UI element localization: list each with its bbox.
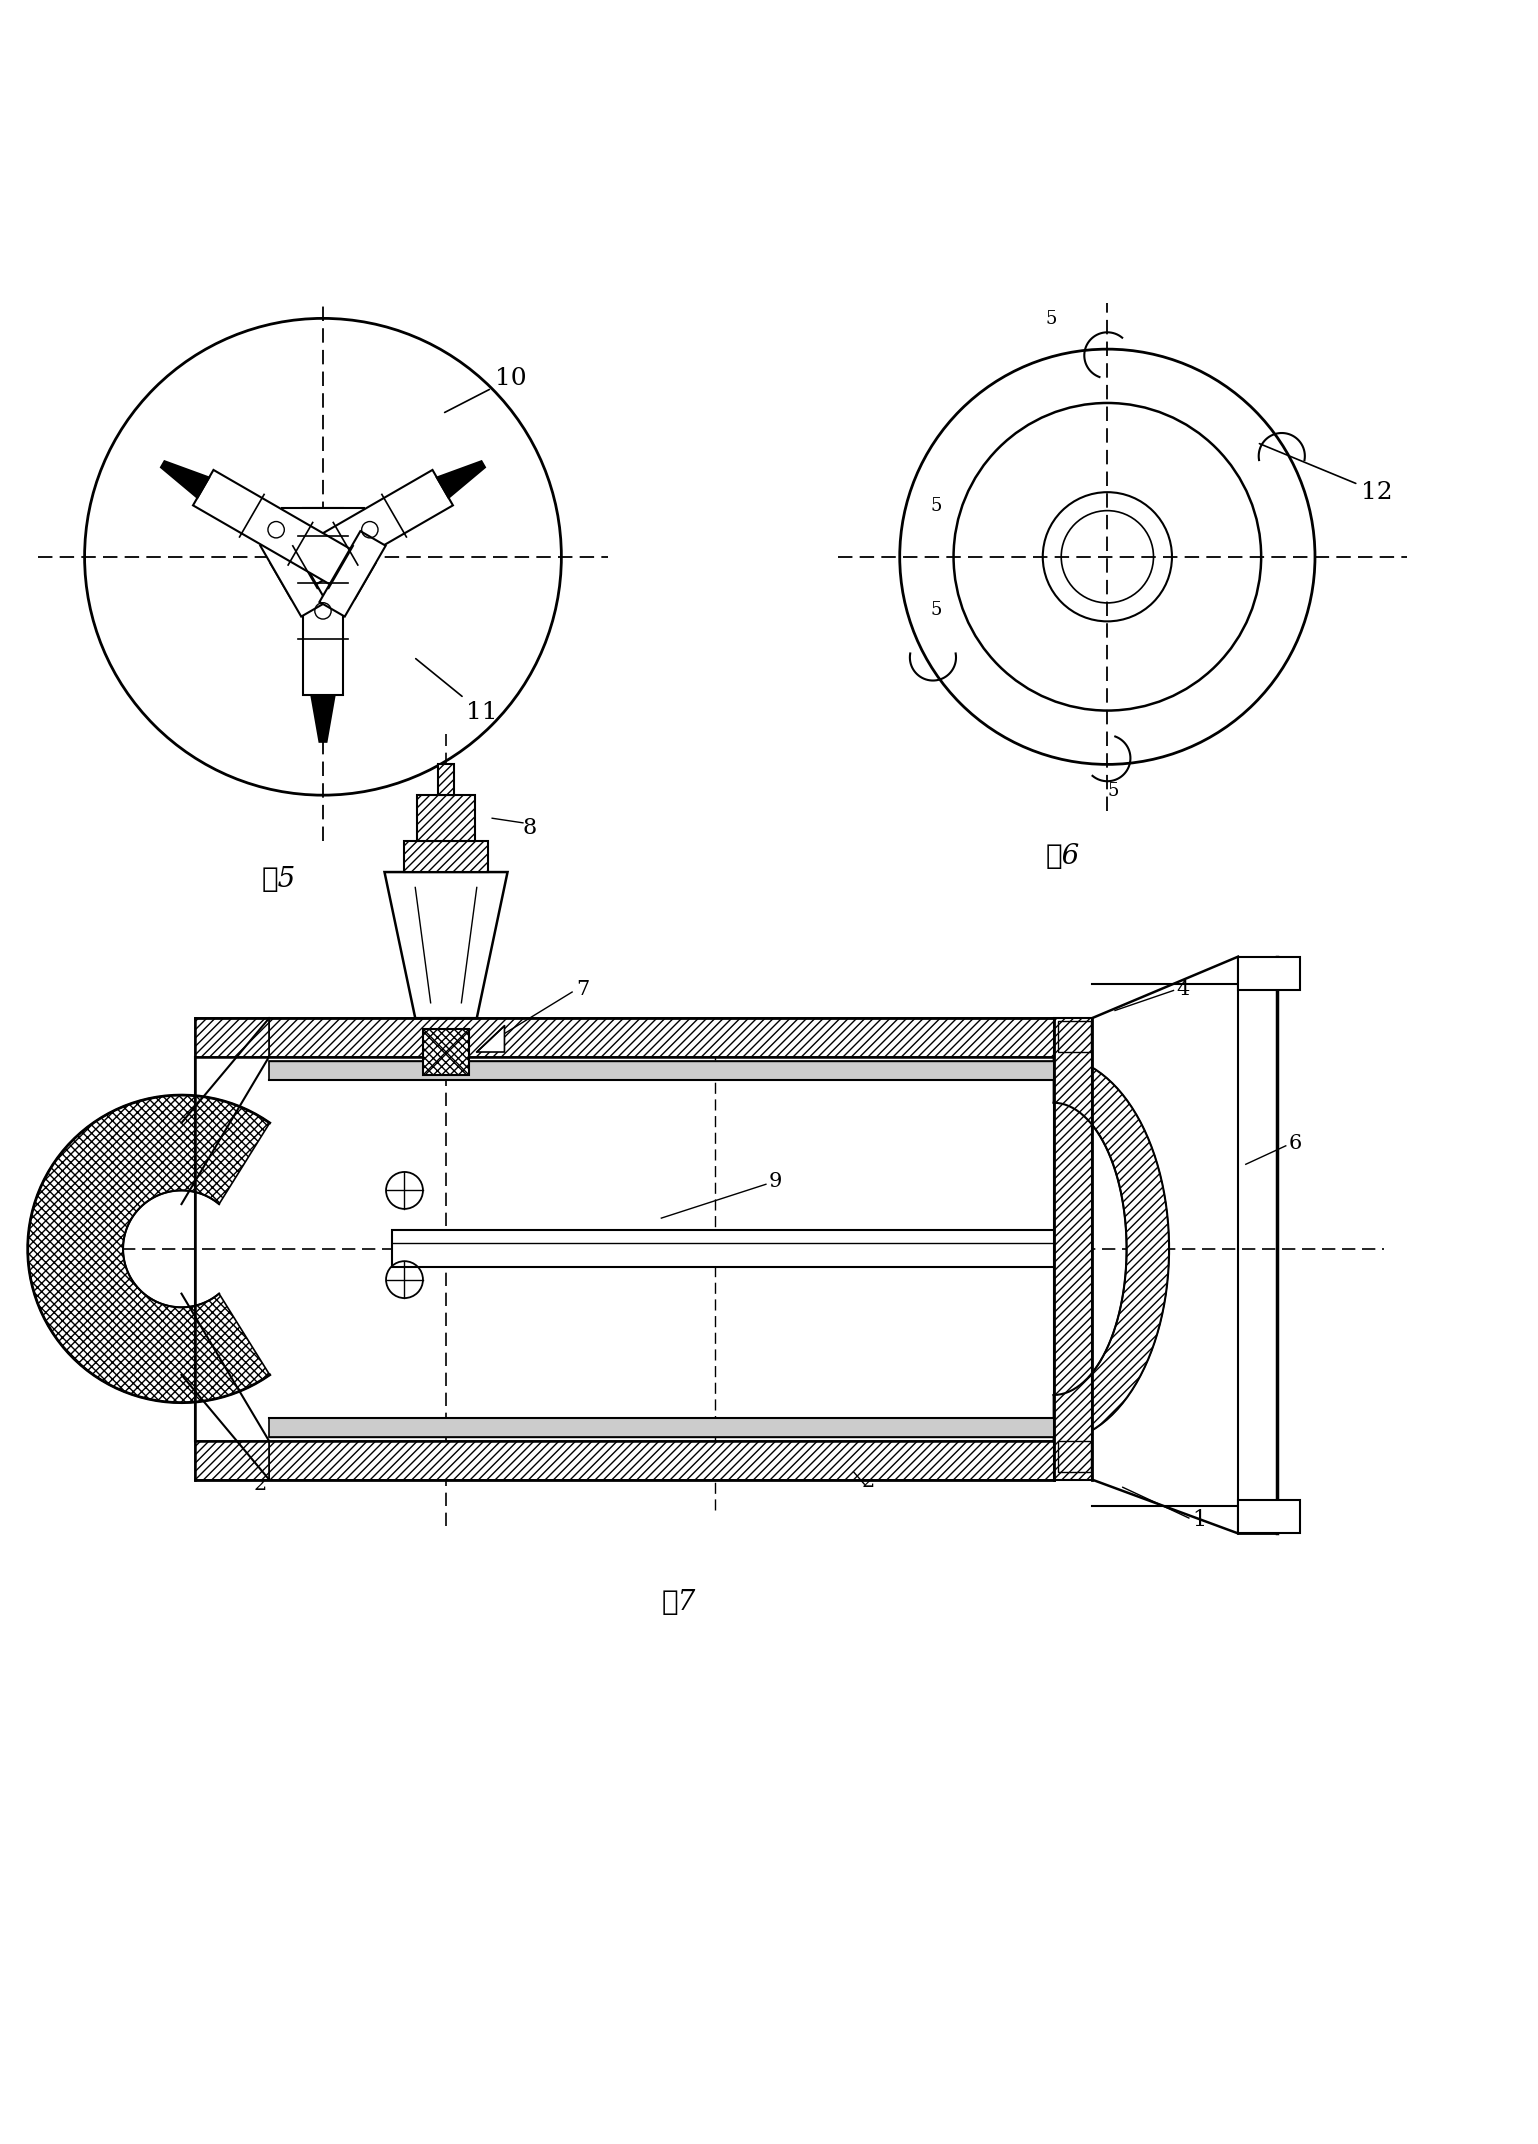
Polygon shape: [303, 508, 343, 695]
Bar: [195, 1018, 269, 1057]
Polygon shape: [192, 470, 375, 598]
Text: 5: 5: [1107, 783, 1118, 800]
Polygon shape: [384, 873, 508, 1018]
Polygon shape: [281, 508, 365, 538]
Bar: [269, 1057, 1054, 1441]
Polygon shape: [1054, 1057, 1169, 1441]
Polygon shape: [311, 695, 335, 742]
Text: 图5: 图5: [261, 866, 295, 894]
Text: 12: 12: [1260, 444, 1393, 504]
Polygon shape: [477, 1025, 504, 1053]
Bar: [269, 1018, 1054, 1057]
Text: 10: 10: [444, 367, 526, 412]
Text: 5: 5: [1046, 311, 1057, 328]
Bar: [269, 1417, 1054, 1436]
Bar: [423, 1029, 469, 1074]
Text: 6: 6: [1289, 1134, 1303, 1153]
Bar: [392, 1231, 1054, 1267]
Text: 图7: 图7: [661, 1589, 695, 1617]
Text: 8: 8: [523, 817, 537, 838]
Bar: [1058, 1021, 1090, 1053]
Polygon shape: [161, 461, 209, 497]
Bar: [438, 765, 454, 795]
Text: 11: 11: [415, 658, 497, 725]
Bar: [269, 1441, 1054, 1479]
Bar: [1238, 956, 1300, 991]
Polygon shape: [260, 532, 326, 617]
Polygon shape: [28, 1096, 269, 1402]
Bar: [403, 840, 488, 873]
Bar: [1058, 1441, 1090, 1473]
Text: 7: 7: [577, 980, 591, 999]
Bar: [269, 1061, 1054, 1081]
Text: 2: 2: [254, 1475, 268, 1494]
Bar: [417, 795, 475, 840]
Text: 1: 1: [1192, 1509, 1206, 1531]
Text: 2: 2: [861, 1473, 875, 1492]
Text: 5: 5: [930, 600, 943, 620]
Bar: [195, 1441, 269, 1479]
Bar: [1238, 1499, 1300, 1533]
Polygon shape: [271, 470, 454, 598]
Text: 图6: 图6: [1046, 843, 1080, 870]
Polygon shape: [320, 532, 386, 617]
Text: 5: 5: [930, 497, 943, 515]
Text: 4: 4: [1177, 980, 1190, 999]
Polygon shape: [437, 461, 484, 497]
Bar: [1054, 1018, 1092, 1479]
Text: 9: 9: [769, 1173, 783, 1192]
